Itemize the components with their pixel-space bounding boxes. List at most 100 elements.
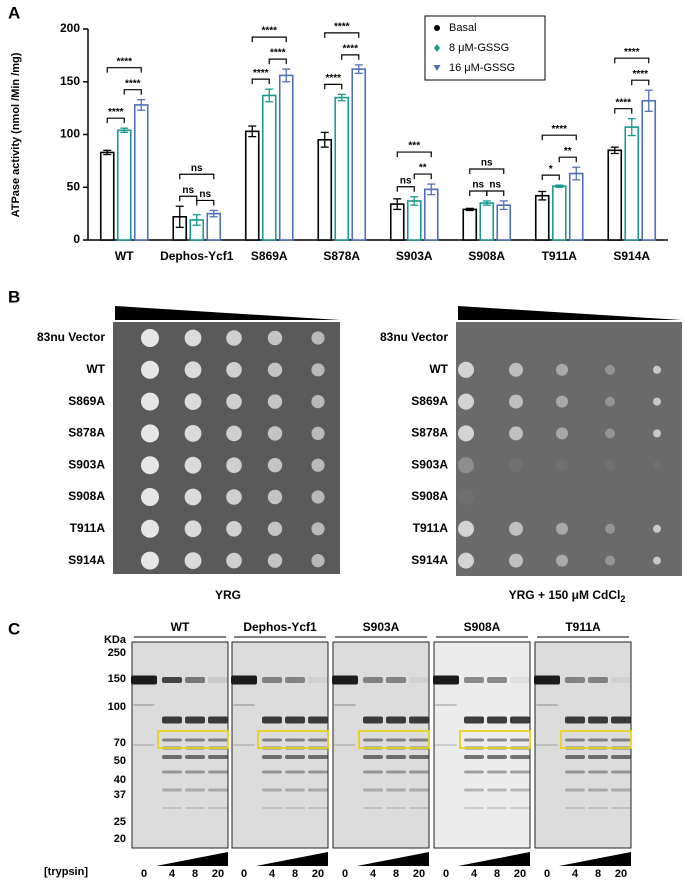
gel-band <box>510 677 530 683</box>
gel-band <box>487 716 507 724</box>
gel-band <box>334 744 356 746</box>
bar <box>423 188 439 241</box>
significance-label: **** <box>551 124 567 135</box>
plate-label: YRG + 150 μM CdCl2 <box>509 588 626 604</box>
colony-spot <box>184 329 202 347</box>
gel-band <box>185 788 205 792</box>
colony-spot <box>556 395 568 408</box>
error-bar <box>465 207 474 212</box>
error-bar <box>555 184 564 188</box>
gel-band <box>208 755 228 759</box>
significance-label: ** <box>419 163 427 174</box>
lane-label: 4 <box>169 868 176 880</box>
significance-bracket <box>179 173 215 180</box>
gel-band <box>435 744 457 746</box>
colony-spot <box>184 520 202 538</box>
gel-band <box>208 716 228 724</box>
gel-band <box>162 677 182 683</box>
colony-spot <box>226 362 242 378</box>
marker-label: 20 <box>114 833 126 845</box>
sample-label: S903A <box>363 620 400 634</box>
significance-label: ns <box>400 175 412 186</box>
bar <box>99 151 115 241</box>
gel-band <box>611 677 631 683</box>
significance-bracket <box>251 78 270 85</box>
colony-spot <box>311 363 325 377</box>
lane-label: 4 <box>471 868 478 880</box>
colony-spot <box>226 457 242 474</box>
significance-label: **** <box>334 22 350 33</box>
colony-spot <box>226 330 242 346</box>
gel-band <box>565 755 585 759</box>
colony-spot <box>509 394 523 409</box>
significance-bracket <box>268 58 287 65</box>
y-tick-label: 0 <box>73 232 80 246</box>
gel-band <box>510 755 530 759</box>
bar <box>334 96 350 241</box>
x-tick-label: S914A <box>613 249 650 263</box>
gel-band <box>487 770 507 774</box>
gel-band <box>133 704 155 706</box>
gel-band <box>611 738 631 742</box>
significance-label: ns <box>481 158 493 169</box>
marker-label: 250 <box>108 647 126 659</box>
significance-label: ns <box>199 189 211 200</box>
trypsin-wedge <box>458 852 530 866</box>
colony-spot <box>458 457 474 474</box>
significance-bracket <box>196 199 215 206</box>
colony-spot <box>653 397 661 406</box>
gel-band <box>510 716 530 724</box>
gel-band <box>185 738 205 742</box>
gel-band <box>464 807 484 809</box>
bar <box>462 208 478 241</box>
significance-bracket <box>413 173 432 180</box>
gel-band <box>332 675 358 685</box>
gel-band <box>433 675 459 685</box>
error-bar <box>337 93 346 102</box>
gel-band <box>262 716 282 724</box>
lane-label: 0 <box>443 868 449 880</box>
lane-label: 20 <box>212 868 224 880</box>
y-tick-label: 100 <box>60 127 80 141</box>
error-bar <box>192 214 201 226</box>
x-tick-label: S878A <box>323 249 360 263</box>
colony-spot <box>653 429 661 438</box>
colony-spot <box>509 426 523 441</box>
lane-label: 0 <box>342 868 348 880</box>
colony-spot <box>458 489 474 505</box>
gel-band <box>565 677 585 683</box>
plate <box>456 322 682 576</box>
gel-band <box>262 738 282 742</box>
colony-spot <box>184 393 202 410</box>
colony-spot <box>605 460 615 471</box>
significance-bracket <box>558 156 577 163</box>
significance-label: **** <box>615 97 631 108</box>
colony-spot <box>267 362 283 377</box>
gel-band <box>487 677 507 683</box>
gel-band <box>285 807 305 809</box>
significance-label: *** <box>408 141 420 152</box>
gel-band <box>510 788 530 792</box>
colony-spot <box>184 361 202 379</box>
significance-bracket <box>396 186 415 192</box>
error-bar <box>644 89 653 112</box>
gel-band <box>409 788 429 792</box>
panel-label: B <box>8 287 20 306</box>
colony-spot <box>556 363 568 376</box>
error-bar <box>320 131 329 148</box>
gel-band <box>363 755 383 759</box>
significance-label: **** <box>125 78 141 89</box>
bar <box>116 129 132 241</box>
error-bar <box>265 88 274 103</box>
marker-label: 37 <box>114 789 126 801</box>
lane-label: 20 <box>413 868 425 880</box>
gel-band <box>208 807 228 809</box>
colony-spot <box>605 364 615 375</box>
strain-label: S914A <box>68 553 105 567</box>
strain-label: T911A <box>413 521 449 535</box>
bar <box>261 94 277 241</box>
gel-band <box>185 677 205 683</box>
significance-label: * <box>549 164 553 175</box>
trypsin-wedge <box>156 852 228 866</box>
bar <box>278 74 294 241</box>
